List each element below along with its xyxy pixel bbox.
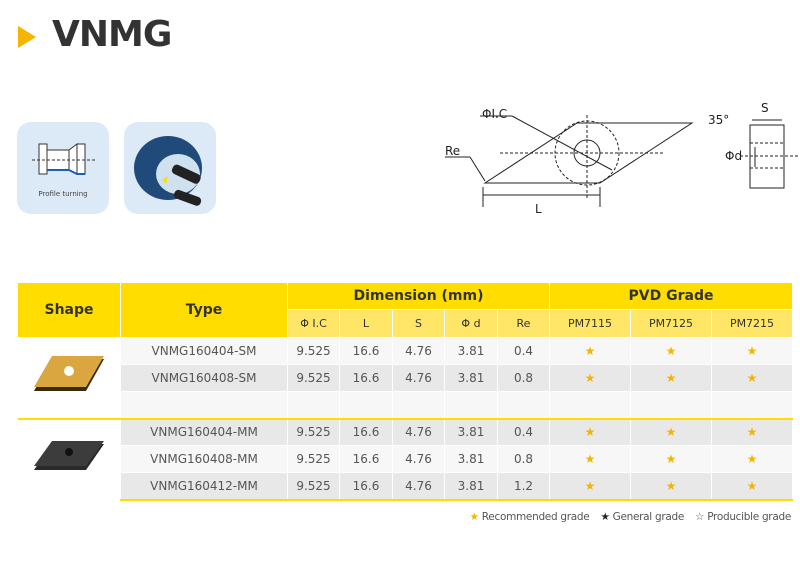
grade-star-icon: ★ [711, 417, 793, 446]
empty-cell [444, 391, 498, 419]
d-label: Φd [725, 149, 742, 163]
empty-cell [120, 391, 288, 419]
cell-s: 4.76 [392, 472, 445, 501]
table-row [18, 391, 793, 419]
subheader: L [339, 309, 393, 338]
re-label: Re [445, 144, 460, 158]
cell-re: 1.2 [497, 472, 550, 501]
insert-gold-image [33, 356, 104, 392]
angle-label: 35° [708, 113, 729, 127]
subheader: PM7125 [630, 309, 712, 338]
cell-d: 3.81 [444, 417, 498, 446]
ic-label: ΦI.C [482, 107, 507, 121]
empty-cell [549, 391, 631, 419]
cell-d: 3.81 [444, 472, 498, 501]
grade-star-icon: ★ [630, 417, 712, 446]
cell-ic: 9.525 [287, 445, 340, 473]
cell-re: 0.4 [497, 337, 550, 365]
subheader: Φ d [444, 309, 498, 338]
cell-l: 16.6 [339, 472, 393, 501]
cell-s: 4.76 [392, 417, 445, 446]
cell-type: VNMG160408-SM [120, 364, 288, 392]
legend-producible: ☆ Producible grade [695, 511, 791, 523]
empty-cell [711, 391, 793, 419]
header-shape: Shape [17, 282, 121, 338]
grade-star-icon: ★ [630, 472, 712, 501]
s-label: S [761, 101, 769, 115]
subheader: PM7115 [549, 309, 631, 338]
title-marker-icon [18, 26, 36, 48]
cell-re: 0.8 [497, 364, 550, 392]
grade-star-icon: ★ [711, 364, 793, 392]
cell-re: 0.8 [497, 445, 550, 473]
table-row: VNMG160408-MM 9.525 16.6 4.76 3.81 0.8 ★ ★ ★ [18, 445, 793, 473]
empty-cell [339, 391, 393, 419]
table-row: VNMG160408-SM 9.525 16.6 4.76 3.81 0.8 ★ ★ ★ [18, 364, 793, 392]
cell-s: 4.76 [392, 364, 445, 392]
cell-d: 3.81 [444, 337, 498, 365]
cell-ic: 9.525 [287, 337, 340, 365]
cell-type: VNMG160404-SM [120, 337, 288, 365]
subheader: PM7215 [711, 309, 793, 338]
table-row: VNMG160412-MM 9.525 16.6 4.76 3.81 1.2 ★ ★ ★ [18, 472, 793, 501]
subheader: Φ I.C [287, 309, 340, 338]
insert-black-image [33, 441, 104, 470]
cell-ic: 9.525 [287, 364, 340, 392]
grade-star-icon: ★ [630, 364, 712, 392]
page-title: VNMG [52, 14, 172, 55]
header-dimension: Dimension (mm) [287, 282, 550, 310]
legend-general: ★ General grade [600, 511, 684, 523]
grade-star-icon: ★ [549, 364, 631, 392]
grade-star-icon: ★ [549, 445, 631, 473]
application-card-profile-turning: Profile turning [17, 122, 109, 214]
cell-type: VNMG160412-MM [120, 472, 288, 501]
cell-d: 3.81 [444, 445, 498, 473]
empty-cell [392, 391, 445, 419]
header-type: Type [120, 282, 288, 338]
legend-recommended: ★ Recommended grade [469, 511, 590, 523]
grade-star-icon: ★ [630, 445, 712, 473]
cell-l: 16.6 [339, 445, 393, 473]
grade-star-icon: ★ [549, 417, 631, 446]
cell-l: 16.6 [339, 364, 393, 392]
empty-cell [497, 391, 550, 419]
application-image-card [124, 122, 216, 214]
profile-turning-icon [32, 143, 95, 175]
cell-ic: 9.525 [287, 472, 340, 501]
table-row: VNMG160404-SM 9.525 16.6 4.76 3.81 0.4 ★ ★ ★ [17, 337, 793, 419]
application-label: Profile turning [38, 190, 88, 198]
shape-cell [17, 417, 121, 500]
boring-tool-image [134, 136, 202, 206]
cell-re: 0.4 [497, 417, 550, 446]
grade-star-icon: ★ [549, 472, 631, 501]
header-pvd-grade: PVD Grade [549, 282, 793, 310]
grade-star-icon: ★ [549, 337, 631, 365]
grade-legend: ★ Recommended grade ★ General grade ☆ Pr… [462, 511, 792, 523]
cell-d: 3.81 [444, 364, 498, 392]
specification-table: Shape Type Dimension (mm) PVD Grade Φ I.… [17, 282, 793, 501]
l-label: L [535, 202, 542, 216]
cell-ic: 9.525 [287, 417, 340, 446]
subheader: S [392, 309, 445, 338]
cell-s: 4.76 [392, 337, 445, 365]
cell-type: VNMG160404-MM [120, 417, 288, 446]
insert-dimension-diagram: ΦI.C Re L 35° S Φd [445, 101, 800, 216]
cell-s: 4.76 [392, 445, 445, 473]
grade-star-icon: ★ [711, 445, 793, 473]
empty-cell [630, 391, 712, 419]
cell-l: 16.6 [339, 337, 393, 365]
cell-l: 16.6 [339, 417, 393, 446]
empty-cell [287, 391, 340, 419]
grade-star-icon: ★ [711, 337, 793, 365]
cell-type: VNMG160408-MM [120, 445, 288, 473]
shape-cell [17, 337, 121, 419]
subheader: Re [497, 309, 550, 338]
table-row: VNMG160404-MM 9.525 16.6 4.76 3.81 0.4 ★ ★ ★ [17, 417, 793, 500]
grade-star-icon: ★ [711, 472, 793, 501]
grade-star-icon: ★ [630, 337, 712, 365]
